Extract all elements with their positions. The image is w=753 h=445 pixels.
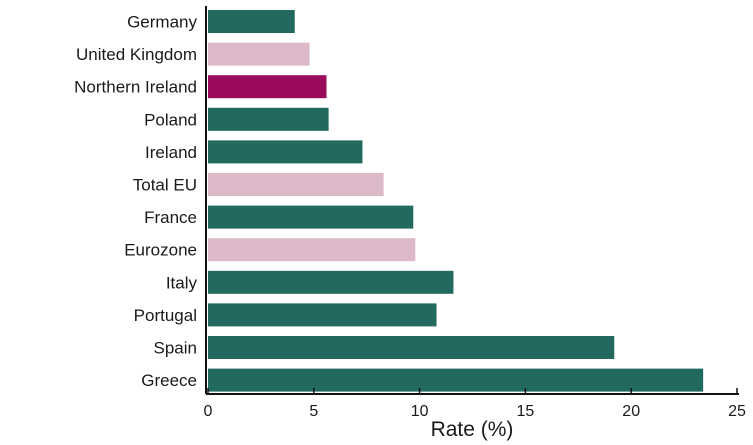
category-label: United Kingdom <box>76 45 197 64</box>
bar-total-eu <box>208 173 384 196</box>
bar-ireland <box>208 140 363 164</box>
x-tick-label: 0 <box>204 403 213 420</box>
bar-greece <box>208 368 704 392</box>
x-tick-label: 15 <box>517 403 535 420</box>
bars-group <box>208 10 704 392</box>
bar-northern-ireland <box>208 75 327 99</box>
bar-france <box>208 205 414 229</box>
x-tick-label: 5 <box>309 403 318 420</box>
category-label: Greece <box>141 371 197 390</box>
category-label: Poland <box>144 110 197 129</box>
category-label: Italy <box>166 273 198 292</box>
bar-spain <box>208 336 615 359</box>
x-ticks: 0 5 10 15 20 25 <box>204 388 746 420</box>
category-label: France <box>144 208 197 227</box>
x-tick-label: 10 <box>411 403 429 420</box>
category-label: Portugal <box>134 306 197 325</box>
bar-eurozone <box>208 238 416 262</box>
bar-poland <box>208 107 329 131</box>
category-label: Germany <box>127 13 197 32</box>
bar-italy <box>208 270 454 294</box>
category-label: Total EU <box>133 176 197 195</box>
bar-united-kingdom <box>208 42 310 66</box>
category-label: Northern Ireland <box>74 78 197 97</box>
category-label: Ireland <box>145 143 197 162</box>
x-tick-label: 25 <box>728 403 746 420</box>
category-label: Spain <box>154 339 197 358</box>
x-axis-title: Rate (%) <box>431 418 514 441</box>
bar-portugal <box>208 303 437 327</box>
bar-germany <box>208 10 295 33</box>
x-tick-label: 20 <box>622 403 640 420</box>
category-label: Eurozone <box>124 241 197 260</box>
category-labels: Germany United Kingdom Northern Ireland Pol… <box>74 13 197 391</box>
